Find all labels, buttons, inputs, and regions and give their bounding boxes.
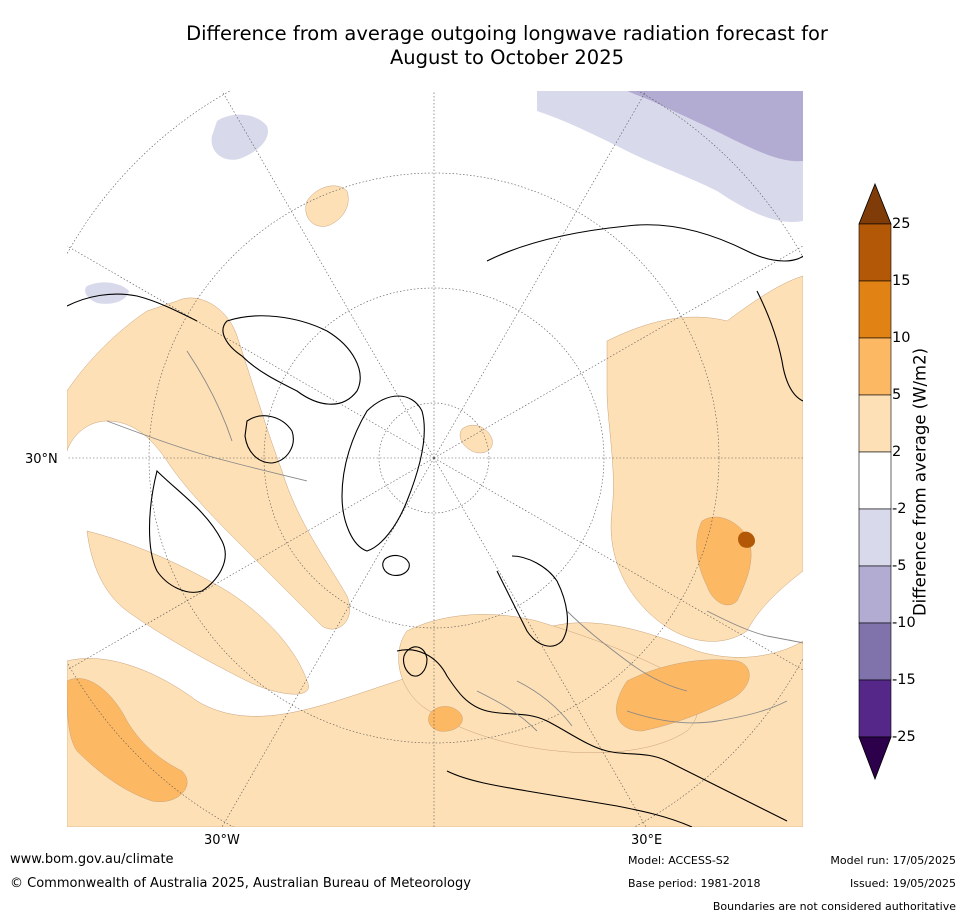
coastline-british-isles [402,646,428,677]
border-china-mongolia [706,610,803,644]
colorbar-tick: 5 [892,387,902,403]
issued-text: Issued: 19/05/2025 [849,877,956,890]
anomaly-region-greenland-sea [305,185,349,227]
coastline-europe [396,649,788,822]
map-title: Difference from average outgoing longwav… [0,22,965,70]
anomaly-region-north-pacific-strong-negative [627,91,803,162]
colorbar-title: Difference from average (W/m2) [910,347,930,617]
colorbar-swatch-above-25 [858,182,892,225]
coastline-hudson-bay [244,415,294,464]
anomaly-region-lake-baikal [738,531,755,548]
map-canvas [67,91,803,827]
base-period-text: Base period: 1981-2018 [628,877,761,890]
colorbar-swatch-below-minus25 [858,736,892,781]
longitude-label-30w: 30°W [204,833,240,848]
map-title-line2: August to October 2025 [389,46,625,69]
model-run-text: Model run: 17/05/2025 [830,854,956,867]
colorbar-tick: -2 [892,501,907,517]
coastline-north-america-east [149,469,226,593]
anomaly-region-pacific-strong [67,678,188,803]
coastline-kamchatka [756,290,803,402]
colorbar-tick: 15 [892,273,911,289]
coastline-alaska [67,293,198,322]
anomaly-region-iberia-strong [428,706,463,732]
colorbar-swatch-5-10 [858,337,892,396]
colorbar-swatch-10-15 [858,280,892,339]
coastline-scandinavia [496,555,568,647]
anomaly-region-arctic [459,424,493,454]
colorbar-tick: -5 [892,558,907,574]
anomaly-region-bering-negative [211,114,268,160]
disclaimer-text: Boundaries are not considered authoritat… [712,900,956,913]
website-link[interactable]: www.bom.gov.au/climate [10,852,174,867]
colorbar-swatch-2-5 [858,394,892,453]
anomaly-region-mexico-pacific [86,530,309,695]
colorbar-tick: -10 [892,615,916,631]
copyright-text: © Commonwealth of Australia 2025, Austra… [10,876,471,891]
colorbar-tick: -15 [892,672,916,688]
colorbar-swatches [858,182,892,781]
colorbar-swatch-minus10-minus15 [858,622,892,681]
anomaly-region-north-america [67,297,350,630]
colorbar-tick: 2 [892,444,902,460]
anomaly-region-siberia-strong [696,516,752,606]
border-europe-internal-2 [516,680,573,727]
coastline-canada-arctic [222,315,361,405]
colorbar-tick: 25 [892,216,911,232]
anomaly-region-alaska-negative [85,282,129,304]
longitude-label-30e: 30°E [631,833,663,848]
colorbar-tick: 10 [892,330,911,346]
olr-anomaly-map[interactable] [67,91,803,827]
coastline-mediterranean [446,770,693,827]
border-russia-europe [566,610,688,692]
colorbar-swatch-15-25 [858,223,892,282]
border-europe-internal-1 [476,690,538,732]
colorbar-swatch-neutral [858,451,892,510]
anomaly-region-central-asia-strong [616,659,750,732]
border-central-asia [626,700,788,724]
colorbar-swatch-minus2-minus5 [858,508,892,567]
coastline-iceland [382,554,410,576]
coastline-siberia [486,224,803,262]
map-title-line1: Difference from average outgoing longwav… [186,22,828,45]
colorbar-swatch-minus15-minus25 [858,679,892,738]
border-north-america-west [186,350,233,442]
latitude-label-30n: 30°N [25,452,58,467]
colorbar-tick: -25 [892,729,916,745]
anomaly-region-eurasia [606,275,803,642]
model-text: Model: ACCESS-S2 [628,854,730,867]
colorbar: 25 15 10 5 2 -2 -5 -10 -15 -25 [858,182,948,782]
colorbar-swatch-minus5-minus10 [858,565,892,624]
border-us-canada [106,420,308,482]
coastline-greenland [341,395,425,552]
